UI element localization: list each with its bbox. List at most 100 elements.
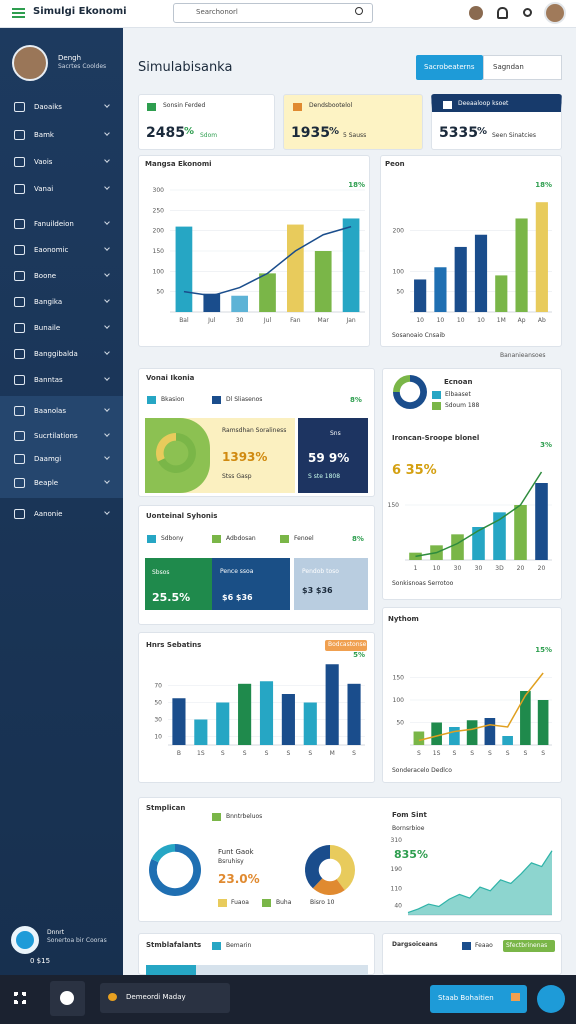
panel-title: Stmblafalants: [146, 941, 202, 949]
menu-icon[interactable]: [14, 323, 25, 333]
menu-icon[interactable]: [14, 478, 25, 488]
menu-icon[interactable]: [14, 406, 25, 416]
primary-button[interactable]: [416, 55, 483, 80]
menu-label: Aanonie: [34, 510, 63, 518]
legend-swatch: [462, 942, 471, 950]
menu-icon[interactable]: [14, 157, 25, 167]
box-value: 1393%: [222, 450, 268, 464]
task-pill[interactable]: [100, 983, 230, 1013]
footer-value: 0 $15: [30, 957, 51, 965]
menu-icon[interactable]: [14, 245, 25, 255]
panel-title: Ecnoan: [444, 378, 473, 386]
menu-button[interactable]: [12, 8, 25, 18]
legend-swatch: [432, 402, 441, 410]
legend-label: Fuaoa: [231, 899, 249, 906]
stat-box: [294, 558, 368, 610]
legend-label: Bnntrbeluos: [226, 813, 263, 820]
progress-bar: [146, 965, 368, 975]
legend-label: Adbdosan: [226, 535, 256, 542]
avatar-icon[interactable]: [469, 6, 483, 20]
kpi-icon: [293, 103, 302, 111]
user-role: Sacrtes Cooldes: [58, 63, 107, 70]
panel-title: Stmplican: [146, 804, 186, 812]
menu-icon[interactable]: [14, 130, 25, 140]
fab[interactable]: [537, 985, 565, 1013]
box-note: S ste 1808: [308, 473, 341, 480]
legend-swatch: [212, 813, 221, 821]
kpi-unit: %: [477, 126, 488, 137]
kpi-label: Dendsbootelol: [309, 102, 353, 109]
chart-value: 835%: [394, 848, 428, 861]
legend-swatch: [262, 899, 271, 907]
kpi-icon: [147, 103, 156, 111]
apps-icon[interactable]: [14, 992, 26, 1004]
kpi-value: 1935: [291, 125, 330, 141]
menu-icon[interactable]: [14, 271, 25, 281]
sidebar: [0, 28, 123, 975]
menu-label: Bamk: [34, 131, 54, 139]
box-title: Sbsos: [152, 569, 170, 576]
menu-icon[interactable]: [14, 454, 25, 464]
search-box[interactable]: [173, 3, 373, 23]
menu-label: Fanuildeion: [34, 220, 74, 228]
menu-icon[interactable]: [14, 509, 25, 519]
panel-title: Mangsa Ekonomi: [145, 160, 212, 168]
panel: [138, 797, 562, 922]
stat-label: Funt Gaok: [218, 848, 254, 856]
menu-label: Banggibalda: [34, 350, 78, 358]
legend-swatch: [212, 535, 221, 543]
panel: [380, 155, 562, 347]
footer-sub: Sonertoa bir Cooras: [47, 937, 107, 944]
highlight-box: [145, 418, 210, 493]
panel-title: Vonai Ikonia: [146, 374, 195, 382]
user-avatar: [12, 45, 48, 81]
dropdown[interactable]: [483, 55, 562, 80]
legend-label: Feaao: [475, 942, 493, 949]
legend-label: Fenoel: [294, 535, 314, 542]
menu-icon[interactable]: [14, 297, 25, 307]
box-value: 59 9%: [308, 451, 350, 465]
menu-icon[interactable]: [14, 375, 25, 385]
badge: Bodcastonse: [328, 641, 367, 648]
menu-icon[interactable]: [14, 184, 25, 194]
chart-sub: Bornsrbioe: [392, 825, 425, 832]
panel-title: Nythom: [388, 615, 419, 623]
panel-title: Peon: [385, 160, 405, 168]
legend-label: Bemarin: [226, 942, 252, 949]
profile-avatar[interactable]: [544, 2, 566, 24]
action-icon: [511, 993, 520, 1001]
panel-title: Uonteinal Syhonis: [146, 512, 218, 520]
menu-label: Eaonomic: [34, 246, 69, 254]
settings-icon[interactable]: [523, 8, 532, 17]
menu-label: Sucrtilations: [34, 432, 78, 440]
legend-swatch: [218, 899, 227, 907]
kpi-unit: %: [184, 126, 195, 137]
menu-icon[interactable]: [14, 219, 25, 229]
stat-sub: Bsruhisy: [218, 858, 244, 865]
menu-label: Vaois: [34, 158, 53, 166]
stat-box: [145, 558, 212, 610]
kpi-note: Sdom: [200, 132, 218, 139]
page-title: Simulabisanka: [138, 60, 233, 75]
navy-box: [298, 418, 368, 493]
assistant-icon[interactable]: [50, 981, 85, 1016]
big-value: 6 35%: [392, 463, 437, 478]
panel: [138, 155, 370, 347]
box-value: $6 $36: [222, 593, 253, 602]
notification-icon[interactable]: [497, 7, 508, 19]
menu-icon[interactable]: [14, 349, 25, 359]
legend-label: Dl Sliasenos: [226, 396, 263, 403]
button-label: Sacrobeaterns: [424, 63, 475, 71]
menu-icon[interactable]: [14, 431, 25, 441]
legend-swatch: [432, 391, 441, 399]
legend-swatch: [212, 396, 221, 404]
kpi-value: 2485: [146, 125, 185, 141]
menu-icon[interactable]: [14, 102, 25, 112]
user-name: Dengh: [58, 54, 82, 62]
legend-label: Elbaaset: [445, 391, 471, 398]
action-button[interactable]: [430, 985, 527, 1013]
badge: 8%: [350, 396, 362, 404]
search-icon[interactable]: [355, 7, 363, 15]
menu-label: Beaple: [34, 479, 59, 487]
